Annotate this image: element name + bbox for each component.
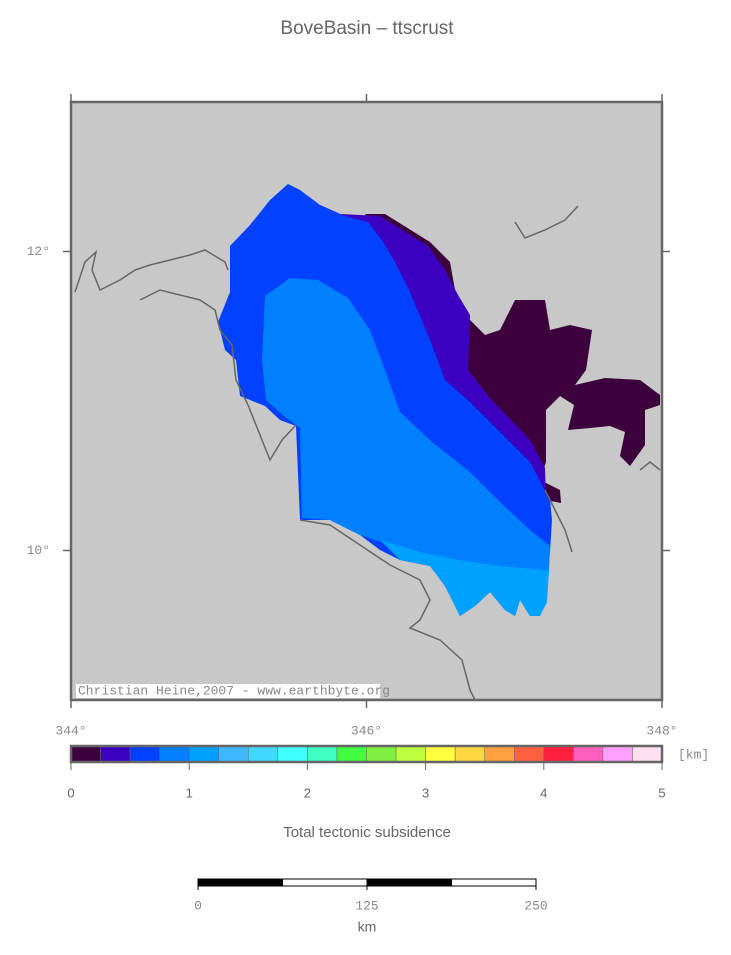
colorbar-swatch	[70, 745, 101, 763]
x-tick-label: 346°	[351, 723, 382, 738]
scale-segment	[366, 878, 452, 887]
colorbar-swatch	[100, 745, 131, 763]
colorbar-swatch	[159, 745, 190, 763]
colorbar-tick-label: 3	[422, 785, 429, 800]
scale-segment	[451, 878, 537, 887]
scale-tick-label: 0	[194, 898, 202, 913]
colorbar-unit: [km]	[678, 747, 709, 762]
map-title: BoveBasin – ttscrust	[280, 18, 454, 39]
scale-segment	[197, 878, 283, 887]
coastline	[544, 489, 573, 553]
colorbar-swatch	[129, 745, 160, 763]
colorbar-swatch	[218, 745, 249, 763]
credit-box	[76, 684, 380, 698]
colorbar-swatch	[425, 745, 456, 763]
scale-tick-label: 250	[524, 898, 547, 913]
colorbar-label: Total tectonic subsidence	[283, 824, 451, 841]
colorbar-swatch	[602, 745, 633, 763]
coastline	[74, 249, 229, 293]
colorbar-frame	[69, 744, 664, 764]
x-tick-label: 344°	[55, 723, 86, 738]
x-tick-label: 348°	[646, 723, 677, 738]
coastline	[74, 205, 661, 701]
colorbar-swatch	[336, 745, 367, 763]
colorbar-swatch	[395, 745, 426, 763]
colorbar-swatch	[573, 745, 604, 763]
y-tick-label: 12°	[27, 244, 50, 259]
colorbar-tick-label: 4	[540, 785, 547, 800]
colorbar-swatch	[307, 745, 338, 763]
basin-zone	[262, 278, 550, 570]
coastline	[639, 461, 661, 471]
credit: Christian Heine,2007 - www.earthbyte.org	[78, 683, 390, 698]
colorbar-tick-label: 1	[186, 785, 193, 800]
colorbar-swatch	[277, 745, 308, 763]
colorbar-swatch	[188, 745, 219, 763]
basin	[218, 184, 660, 616]
coastline	[514, 205, 579, 239]
colorbar-swatch	[366, 745, 397, 763]
coastline	[299, 519, 476, 701]
colorbar-tick-label: 0	[67, 785, 74, 800]
colorbar-swatch	[248, 745, 279, 763]
colorbar-tick-label: 5	[658, 785, 665, 800]
colorbar-swatch	[543, 745, 574, 763]
scale-unit: km	[358, 919, 377, 935]
colorbar-swatch	[514, 745, 545, 763]
colorbar-tick-label: 2	[304, 785, 311, 800]
y-tick-label: 10°	[27, 543, 50, 558]
scale-segment	[282, 878, 368, 887]
colorbar-swatch	[454, 745, 485, 763]
basin-zone	[380, 540, 549, 616]
coastline	[139, 289, 297, 462]
colorbar-swatch	[484, 745, 515, 763]
colorbar-swatch	[632, 745, 663, 763]
scale-tick-label: 125	[355, 898, 378, 913]
